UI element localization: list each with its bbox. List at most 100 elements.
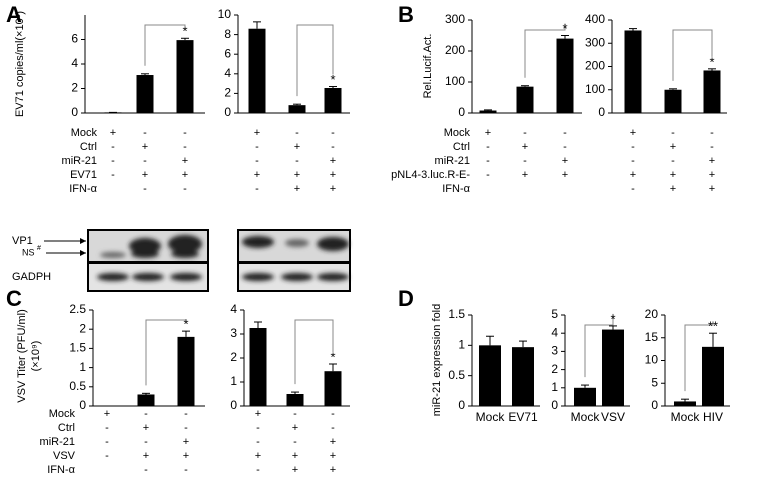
y-tick-label: 4 bbox=[551, 325, 558, 339]
condition-mark: - bbox=[486, 141, 490, 153]
significance-label: * bbox=[182, 24, 187, 39]
condition-mark: - bbox=[631, 155, 635, 167]
y-tick-label: 300 bbox=[585, 35, 605, 49]
bands bbox=[97, 235, 349, 281]
condition-mark: - bbox=[255, 155, 259, 167]
condition-mark: + bbox=[294, 183, 300, 195]
y-tick-label: 3 bbox=[551, 344, 558, 358]
condition-mark: + bbox=[330, 450, 336, 462]
condition-mark: - bbox=[144, 408, 148, 420]
blot-label-superscript: # bbox=[37, 245, 41, 252]
condition-mark: + bbox=[709, 169, 715, 181]
y-tick-label: 2 bbox=[71, 81, 78, 95]
significance-bracket bbox=[296, 24, 334, 97]
condition-mark: + bbox=[330, 183, 336, 195]
y-tick-label: 3 bbox=[230, 326, 237, 340]
condition-mark: + bbox=[142, 141, 148, 153]
significance-label: * bbox=[610, 311, 615, 326]
condition-mark: - bbox=[331, 127, 335, 139]
condition-mark: + bbox=[143, 422, 149, 434]
condition-label: miR-21 bbox=[40, 436, 75, 448]
condition-mark: - bbox=[563, 127, 567, 139]
condition-mark: - bbox=[255, 141, 259, 153]
condition-mark: + bbox=[330, 436, 336, 448]
condition-mark: - bbox=[295, 127, 299, 139]
condition-mark: - bbox=[255, 183, 259, 195]
y-tick-label: 15 bbox=[645, 330, 659, 344]
condition-mark: + bbox=[254, 127, 260, 139]
bar bbox=[624, 30, 642, 113]
bar bbox=[674, 401, 696, 406]
significance-label: * bbox=[183, 317, 188, 332]
y-tick-label: 4 bbox=[230, 302, 237, 316]
y-tick-label: 0 bbox=[458, 105, 465, 119]
y-tick-label: 100 bbox=[445, 74, 465, 88]
y-tick-label: 100 bbox=[585, 82, 605, 96]
condition-mark: - bbox=[184, 422, 188, 434]
x-tick-label: Mock bbox=[476, 410, 506, 424]
significance-label: * bbox=[330, 349, 335, 364]
condition-mark: - bbox=[563, 141, 567, 153]
y-tick-label: 1 bbox=[230, 374, 237, 388]
condition-mark: + bbox=[292, 422, 298, 434]
y-tick-label: 0 bbox=[551, 398, 558, 412]
condition-mark: - bbox=[144, 436, 148, 448]
y-axis-title: (×10⁹) bbox=[30, 341, 42, 372]
panel-letter: A bbox=[6, 2, 22, 27]
condition-mark: - bbox=[184, 464, 188, 476]
condition-label: IFN-α bbox=[69, 183, 97, 195]
condition-mark: - bbox=[105, 422, 109, 434]
y-axis-title: Rel.Lucif.Act. bbox=[422, 34, 434, 99]
bar bbox=[249, 328, 267, 406]
bar bbox=[248, 28, 266, 113]
condition-mark: + bbox=[562, 155, 568, 167]
condition-mark: - bbox=[183, 183, 187, 195]
y-tick-label: 2 bbox=[79, 321, 86, 335]
y-tick-label: 0.5 bbox=[69, 379, 86, 393]
y-tick-label: 2 bbox=[230, 350, 237, 364]
condition-mark: - bbox=[111, 155, 115, 167]
x-tick-label: Mock bbox=[571, 410, 601, 424]
condition-mark: - bbox=[331, 422, 335, 434]
y-tick-label: 0.5 bbox=[448, 368, 465, 382]
bar bbox=[703, 70, 721, 113]
condition-mark: + bbox=[630, 127, 636, 139]
y-tick-label: 0 bbox=[224, 105, 231, 119]
blot-label: GADPH bbox=[12, 271, 51, 283]
condition-mark: - bbox=[486, 169, 490, 181]
condition-mark: + bbox=[330, 155, 336, 167]
condition-mark: - bbox=[143, 155, 147, 167]
condition-mark: - bbox=[183, 141, 187, 153]
condition-mark: - bbox=[256, 422, 260, 434]
condition-label: IFN-α bbox=[442, 183, 470, 195]
condition-mark: + bbox=[142, 169, 148, 181]
condition-mark: + bbox=[182, 155, 188, 167]
y-tick-label: 1.5 bbox=[69, 341, 86, 355]
y-tick-label: 200 bbox=[585, 59, 605, 73]
y-tick-label: 0 bbox=[71, 105, 78, 119]
significance-label: * bbox=[562, 21, 567, 36]
condition-mark: - bbox=[256, 436, 260, 448]
y-tick-label: 6 bbox=[224, 46, 231, 60]
condition-mark: - bbox=[523, 155, 527, 167]
condition-mark: + bbox=[254, 169, 260, 181]
y-tick-label: 1 bbox=[458, 338, 465, 352]
condition-mark: + bbox=[104, 408, 110, 420]
condition-mark: - bbox=[671, 155, 675, 167]
x-tick-label: VSV bbox=[601, 410, 625, 424]
y-axis-title: EV71 copies/ml(×10³) bbox=[14, 11, 26, 117]
y-tick-label: 0 bbox=[651, 398, 658, 412]
panel-letter: B bbox=[398, 2, 414, 27]
condition-mark: - bbox=[631, 183, 635, 195]
significance-bracket bbox=[144, 24, 186, 66]
condition-mark: + bbox=[294, 141, 300, 153]
bar bbox=[574, 387, 596, 406]
bar bbox=[512, 347, 534, 406]
bar bbox=[479, 345, 501, 406]
arrow-head bbox=[80, 250, 86, 256]
y-tick-label: 6 bbox=[71, 32, 78, 46]
condition-mark: - bbox=[144, 464, 148, 476]
y-tick-label: 2 bbox=[224, 86, 231, 100]
significance-bracket bbox=[684, 321, 714, 392]
